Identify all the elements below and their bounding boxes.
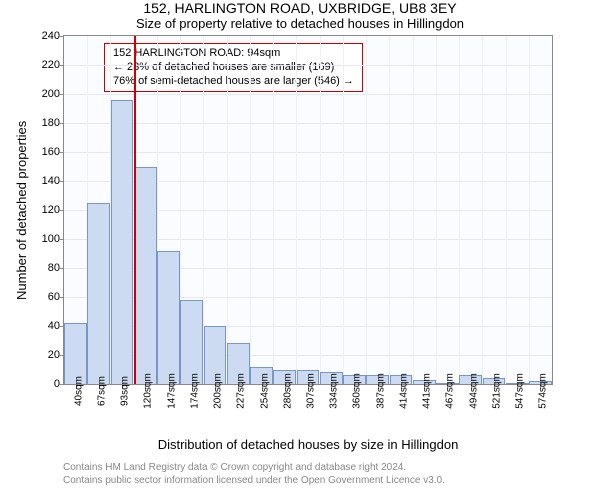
x-tick-label: 547sqm	[515, 373, 526, 409]
gridline	[343, 36, 344, 384]
x-tick-label: 147sqm	[166, 373, 177, 409]
plot: 152 HARLINGTON ROAD: 94sqm ← 23% of deta…	[63, 35, 553, 385]
marker-line	[134, 36, 136, 384]
x-tick-label: 254sqm	[259, 373, 270, 409]
y-tick-mark	[59, 384, 64, 385]
chart-area: Number of detached properties 152 HARLIN…	[63, 35, 600, 385]
x-tick-label: 67sqm	[96, 376, 107, 406]
y-tick-mark	[59, 181, 64, 182]
gridline	[227, 36, 228, 384]
x-tick-label: 521sqm	[491, 373, 502, 409]
gridline	[64, 152, 552, 153]
y-tick-mark	[59, 297, 64, 298]
gridline	[436, 36, 437, 384]
gridline	[413, 36, 414, 384]
y-tick-mark	[59, 36, 64, 37]
x-axis-label: Distribution of detached houses by size …	[63, 437, 553, 452]
gridline	[506, 36, 507, 384]
y-tick-mark	[59, 210, 64, 211]
x-tick-label: 441sqm	[422, 373, 433, 409]
y-tick-mark	[59, 239, 64, 240]
x-tick-label: 227sqm	[236, 373, 247, 409]
y-tick-mark	[59, 123, 64, 124]
y-tick-mark	[59, 65, 64, 66]
gridline	[273, 36, 274, 384]
x-tick-label: 414sqm	[398, 373, 409, 409]
annotation-line: ← 23% of detached houses are smaller (16…	[113, 61, 354, 75]
annotation-line: 76% of semi-detached houses are larger (…	[113, 75, 354, 89]
x-tick-label: 40sqm	[73, 376, 84, 406]
x-tick-label: 174sqm	[189, 373, 200, 409]
x-tick-label: 334sqm	[329, 373, 340, 409]
gridline	[250, 36, 251, 384]
x-tick-label: 120sqm	[143, 373, 154, 409]
page-subtitle: Size of property relative to detached ho…	[0, 16, 600, 31]
gridline	[482, 36, 483, 384]
bar	[87, 203, 110, 384]
gridline	[366, 36, 367, 384]
x-tick-label: 200sqm	[213, 373, 224, 409]
page-title: 152, HARLINGTON ROAD, UXBRIDGE, UB8 3EY	[0, 0, 600, 16]
x-tick-label: 360sqm	[352, 373, 363, 409]
gridline	[64, 94, 552, 95]
bar	[134, 167, 157, 385]
x-tick-label: 574sqm	[538, 373, 549, 409]
gridline	[459, 36, 460, 384]
y-tick-mark	[59, 94, 64, 95]
x-tick-label: 280sqm	[282, 373, 293, 409]
footer-line: Contains public sector information licen…	[63, 475, 600, 488]
y-tick-mark	[59, 152, 64, 153]
footer: Contains HM Land Registry data © Crown c…	[63, 462, 600, 487]
bar	[157, 251, 180, 384]
annotation-line: 152 HARLINGTON ROAD: 94sqm	[113, 47, 354, 61]
bar	[64, 323, 87, 384]
footer-line: Contains HM Land Registry data © Crown c…	[63, 462, 600, 475]
gridline	[64, 123, 552, 124]
x-tick-label: 494sqm	[468, 373, 479, 409]
y-axis-label: Number of detached properties	[14, 121, 29, 300]
gridline	[529, 36, 530, 384]
annotation-box: 152 HARLINGTON ROAD: 94sqm ← 23% of deta…	[104, 43, 363, 92]
gridline	[389, 36, 390, 384]
y-tick-mark	[59, 268, 64, 269]
bar	[180, 300, 203, 384]
bar	[111, 100, 134, 384]
gridline	[296, 36, 297, 384]
gridline	[320, 36, 321, 384]
x-tick-label: 307sqm	[306, 373, 317, 409]
x-tick-label: 387sqm	[375, 373, 386, 409]
x-tick-label: 467sqm	[445, 373, 456, 409]
x-tick-label: 93sqm	[120, 376, 131, 406]
gridline	[64, 65, 552, 66]
